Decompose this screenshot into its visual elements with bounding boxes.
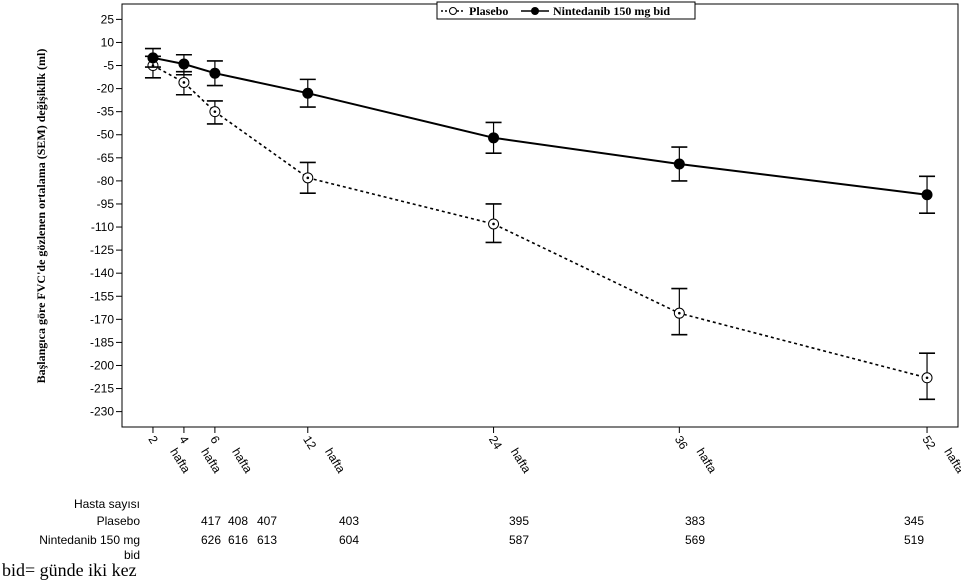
data-point (921, 189, 933, 201)
y-tick-label: -65 (97, 151, 115, 165)
legend-item-nintedanib: Nintedanib 150 mg bid (521, 4, 670, 18)
count-value: 587 (509, 533, 529, 547)
counts-row-label-plasebo: Plasebo (97, 514, 141, 528)
plot-frame (121, 3, 959, 428)
series-plasebo (144, 55, 936, 401)
counts-header: Hasta sayısı (74, 497, 140, 511)
x-tick-unit: hafta (198, 445, 224, 475)
x-tick-unit: hafta (694, 445, 720, 475)
data-point (178, 58, 190, 70)
x-tick-number: 6 (207, 433, 223, 446)
y-tick-label: -50 (97, 128, 115, 142)
x-tick-number: 4 (176, 433, 192, 446)
counts-row-label-nintedanib-bid: bid (124, 548, 140, 562)
x-tick-number: 36 (672, 433, 691, 452)
series-line (152, 64, 928, 379)
series-nintedanib (144, 47, 936, 214)
data-point (488, 132, 500, 144)
counts-row-label-nintedanib: Nintedanib 150 mg (39, 533, 140, 547)
series-layer (144, 47, 936, 401)
count-value: 417 (201, 514, 221, 528)
data-point-center (925, 376, 929, 380)
x-tick-number: 24 (486, 433, 505, 452)
y-tick-label: -185 (90, 335, 114, 349)
y-tick-label: -230 (90, 405, 114, 419)
series-line (152, 56, 928, 196)
y-tick-label: -35 (97, 105, 115, 119)
y-tick-label: -140 (90, 266, 114, 280)
y-tick-label: -80 (97, 174, 115, 188)
data-point (147, 52, 159, 64)
x-tick-unit: hafta (508, 445, 534, 475)
count-value: 403 (339, 514, 359, 528)
count-value: 616 (228, 533, 248, 547)
y-tick-label: 25 (101, 12, 115, 26)
y-tick-label: -110 (91, 220, 114, 234)
data-point-center (678, 311, 681, 315)
count-value: 345 (904, 514, 924, 528)
y-tick-label: -200 (90, 358, 114, 372)
data-point-center (492, 222, 495, 226)
x-tick-number: 12 (300, 433, 319, 452)
legend-marker (531, 7, 539, 15)
count-value: 519 (904, 533, 924, 547)
footnote: bid= günde iki kez (2, 560, 137, 580)
data-point (302, 87, 314, 99)
y-axis-ticks: 25 10 -5 -20 -35 -50 -65 -80 -95 -110 -125 -140 -155… (90, 12, 122, 419)
count-value: 604 (339, 533, 359, 547)
y-axis-label: Başlangıca göre FVC'de gözlenen ortalama… (34, 49, 48, 384)
y-tick-label: -20 (97, 82, 115, 96)
data-point (209, 67, 221, 79)
data-point (673, 158, 685, 170)
x-tick-unit: hafta (941, 445, 961, 475)
count-value: 407 (257, 514, 277, 528)
y-tick-label: -170 (90, 312, 114, 326)
y-tick-label: -215 (90, 382, 114, 396)
legend: Plasebo Nintedanib 150 mg bid (436, 1, 696, 20)
legend-marker (449, 7, 457, 15)
x-tick-unit: hafta (229, 445, 255, 475)
y-tick-label: 10 (101, 35, 115, 49)
count-value: 613 (257, 533, 277, 547)
count-value: 395 (509, 514, 529, 528)
data-point-center (182, 81, 186, 84)
data-point-center (213, 110, 217, 113)
legend-item-plasebo: Plasebo (441, 4, 508, 18)
y-tick-label: -5 (103, 59, 114, 73)
x-tick-number: 2 (145, 433, 161, 446)
x-tick-unit: hafta (167, 445, 193, 475)
legend-box (436, 1, 696, 20)
axes (121, 3, 959, 428)
count-value: 569 (685, 533, 705, 547)
legend-label: Nintedanib 150 mg bid (553, 4, 670, 18)
count-value: 408 (228, 514, 248, 528)
y-tick-label: -125 (90, 243, 114, 257)
count-value: 626 (201, 533, 221, 547)
data-point-center (306, 176, 310, 180)
x-tick-unit: hafta (322, 445, 348, 475)
x-axis-ticks: 2hafta4hafta6hafta12hafta24hafta36hafta5… (145, 427, 961, 476)
legend-label: Plasebo (469, 4, 508, 18)
x-tick-number: 52 (919, 433, 938, 452)
count-value: 383 (685, 514, 705, 528)
y-tick-label: -95 (97, 197, 115, 211)
y-tick-label: -155 (90, 289, 114, 303)
